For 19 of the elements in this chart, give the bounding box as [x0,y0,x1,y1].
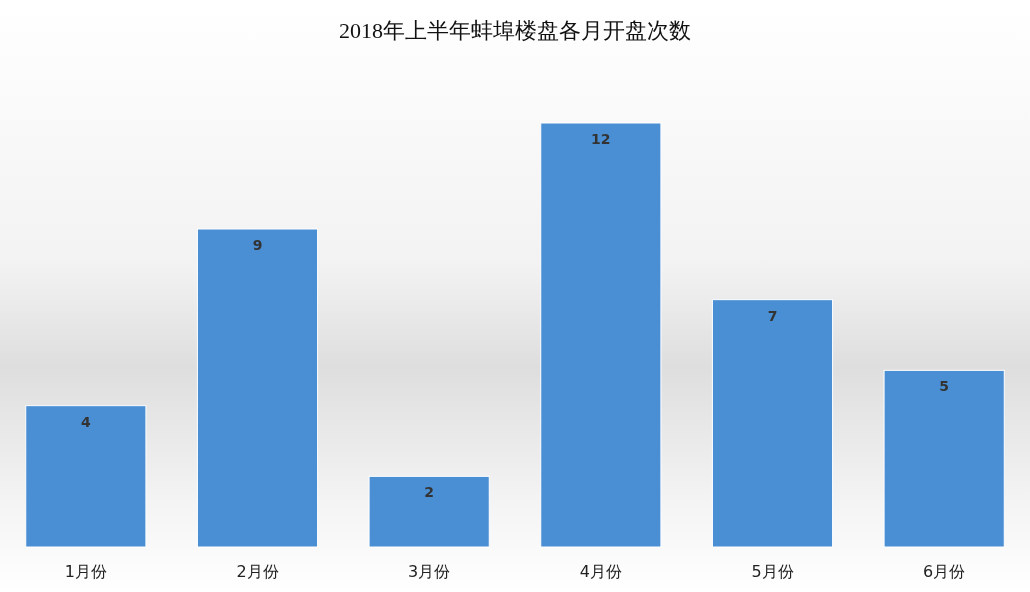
data-label: 9 [252,237,263,253]
data-label: 5 [939,378,950,395]
bar [25,405,147,548]
bar [368,475,490,548]
x-tick-label: 4月份 [579,562,622,581]
bar [196,228,319,548]
chart-title: 2018年上半年蚌埠楼盘各月开盘次数 [339,18,691,43]
x-tick-label: 2月份 [236,562,279,581]
bar [540,122,662,548]
data-label: 2 [424,484,435,501]
x-tick-label: 6月份 [923,562,966,581]
x-tick-label: 3月份 [408,562,451,581]
data-label: 7 [767,307,778,324]
data-label: 12 [591,131,611,147]
x-tick-label: 5月份 [751,562,794,581]
x-tick-label: 1月份 [64,562,107,581]
bar [711,299,834,548]
bar [883,369,1005,548]
data-label: 4 [80,413,91,430]
